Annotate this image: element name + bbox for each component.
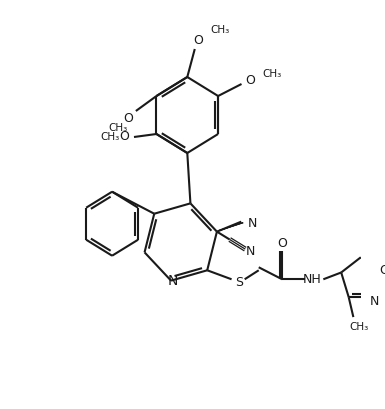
Text: NH: NH	[303, 273, 321, 286]
Text: O: O	[194, 34, 203, 47]
Text: CH₃: CH₃	[262, 69, 281, 79]
Text: CH₃: CH₃	[100, 132, 119, 142]
Text: O: O	[379, 264, 385, 277]
Text: N: N	[370, 294, 380, 308]
Text: O: O	[277, 237, 287, 250]
Text: CH₃: CH₃	[349, 322, 368, 332]
Text: N: N	[248, 217, 257, 230]
Text: O: O	[124, 112, 133, 124]
Text: N: N	[168, 274, 178, 288]
Text: O: O	[120, 130, 130, 144]
Text: S: S	[235, 276, 243, 289]
Text: O: O	[245, 74, 255, 86]
Text: N: N	[246, 245, 256, 258]
Text: CH₃: CH₃	[211, 25, 230, 35]
Text: CH₃: CH₃	[109, 123, 128, 133]
